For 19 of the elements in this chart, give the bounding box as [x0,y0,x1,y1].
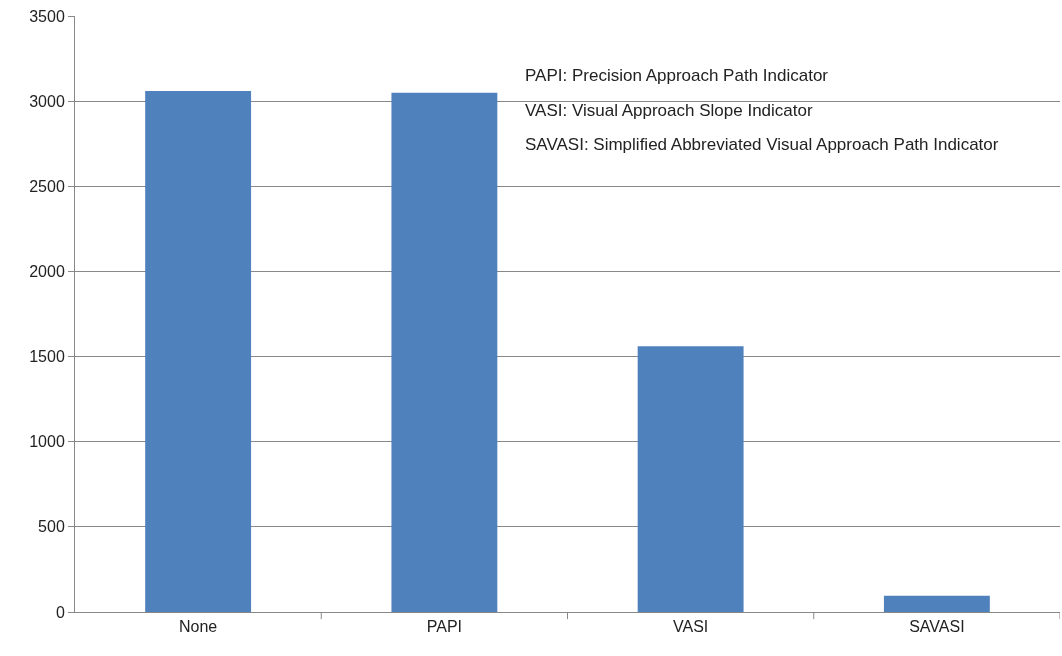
y-tick-label: 3000 [29,92,65,110]
y-tick-label: 500 [38,518,65,536]
annotation: VASI: Visual Approach Slope Indicator [525,101,813,120]
y-tick-label: 1500 [29,348,65,366]
x-tick-label: SAVASI [909,618,965,636]
annotation: SAVASI: Simplified Abbreviated Visual Approach Path Indicator [525,135,999,154]
bar [883,595,990,612]
y-tick-label: 3500 [29,7,65,25]
x-tick-label: None [179,618,218,636]
x-tick-label: PAPI [426,618,463,636]
annotation: PAPI: Precision Approach Path Indicator [525,66,829,85]
x-tick-label: VASI [672,618,709,636]
bar [391,92,498,612]
y-tick-label: 0 [55,603,65,621]
y-tick-label: 2500 [29,177,65,195]
bar [637,346,744,612]
bar [145,90,252,612]
y-tick-label: 1000 [29,433,65,451]
y-tick-label: 2000 [29,263,65,281]
